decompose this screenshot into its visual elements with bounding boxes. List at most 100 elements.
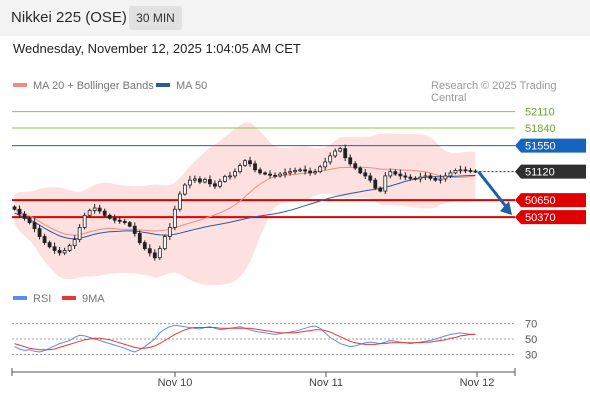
candle-body	[208, 179, 212, 185]
candle-body	[398, 173, 403, 177]
candle-body	[348, 157, 353, 165]
forecast-arrow-shaft	[477, 170, 510, 211]
candle-body	[318, 166, 323, 173]
legend-ma50-label: MA 50	[176, 80, 208, 92]
rsi-level-label-50: 50	[525, 334, 537, 346]
candle-body	[12, 206, 17, 210]
candle-body	[313, 171, 318, 174]
candle-body	[172, 208, 177, 228]
candle	[142, 240, 147, 251]
candle-body	[363, 172, 368, 177]
candle-body	[218, 180, 222, 187]
level-tag-50650	[515, 193, 586, 208]
candle-body	[288, 171, 292, 174]
candle-body	[187, 179, 192, 186]
candle	[27, 216, 32, 225]
forecast-arrow-head	[500, 201, 512, 216]
ma20-line	[14, 166, 476, 236]
candle-body	[408, 176, 413, 179]
candle	[157, 245, 162, 261]
candle-body	[278, 173, 282, 177]
time-tick-label: Nov 12	[460, 377, 495, 389]
candle	[117, 217, 122, 224]
candle-body	[253, 163, 257, 171]
timeframe-button[interactable]: 30 MIN	[129, 6, 182, 30]
ma50-line	[14, 174, 476, 240]
candle	[293, 167, 298, 174]
candle-body	[22, 213, 27, 219]
candles	[12, 144, 478, 261]
candle	[82, 212, 87, 230]
candle	[303, 165, 308, 175]
candle-body	[223, 176, 227, 182]
candle	[263, 171, 267, 176]
candle-body	[293, 170, 298, 173]
candle	[388, 168, 393, 179]
bollinger-band	[14, 122, 476, 286]
candle-body	[167, 227, 172, 237]
candle-body	[233, 171, 237, 177]
candle-body	[323, 161, 328, 168]
candle-body	[122, 220, 127, 223]
candle	[413, 176, 418, 181]
candle-body	[192, 178, 197, 181]
candle-body	[463, 169, 468, 172]
candle-body	[388, 171, 393, 177]
candle-body	[383, 175, 388, 192]
level-tag-51550	[515, 138, 586, 153]
candle-body	[142, 242, 147, 250]
candle-body	[343, 148, 348, 159]
time-tick-label: Nov 11	[309, 377, 343, 389]
candle	[438, 174, 443, 184]
candle	[338, 146, 343, 153]
candle-body	[308, 170, 313, 174]
candle-body	[62, 250, 67, 254]
rsi-9ma-line	[14, 327, 476, 351]
candle-body	[87, 210, 92, 216]
candle-body	[42, 236, 47, 243]
candle	[348, 154, 353, 167]
candle	[102, 208, 107, 218]
level-label-52110: 52110	[525, 107, 555, 119]
candle	[228, 171, 232, 180]
candle-body	[132, 225, 137, 234]
candle	[253, 160, 257, 173]
candle	[258, 167, 262, 175]
candle-body	[177, 193, 182, 210]
candle	[373, 177, 378, 190]
candle	[428, 173, 433, 181]
candle	[213, 180, 217, 189]
legend-ma20-swatch	[13, 83, 27, 88]
candle-body	[243, 160, 247, 166]
candle	[398, 169, 403, 180]
rsi-level-label-70: 70	[525, 319, 537, 331]
candle-body	[157, 248, 162, 259]
candle-body	[57, 250, 62, 254]
legend-ma50-swatch	[156, 83, 170, 88]
candle	[278, 171, 282, 178]
candle	[218, 178, 222, 189]
candle-body	[107, 214, 112, 219]
candle	[72, 235, 77, 249]
legend-ma20: MA 20 + Bollinger Bands	[13, 80, 154, 92]
candle-body	[263, 172, 267, 175]
candle-body	[32, 222, 37, 230]
candle	[408, 174, 413, 181]
candle	[473, 169, 478, 174]
chart-header: Nikkei 225 (OSE) 30 MIN	[0, 0, 590, 36]
candle-body	[393, 171, 398, 175]
candle	[323, 157, 328, 171]
candle	[418, 172, 423, 183]
candle	[318, 164, 323, 174]
candle-body	[303, 169, 308, 172]
candle-body	[418, 176, 423, 180]
candle-body	[197, 178, 202, 183]
candle-body	[47, 242, 52, 248]
candle	[112, 214, 117, 224]
rsi-panel: 70 50 30	[12, 319, 537, 361]
moving-averages	[14, 166, 476, 240]
candle	[167, 223, 172, 241]
candle	[283, 168, 287, 178]
candle	[448, 170, 453, 179]
